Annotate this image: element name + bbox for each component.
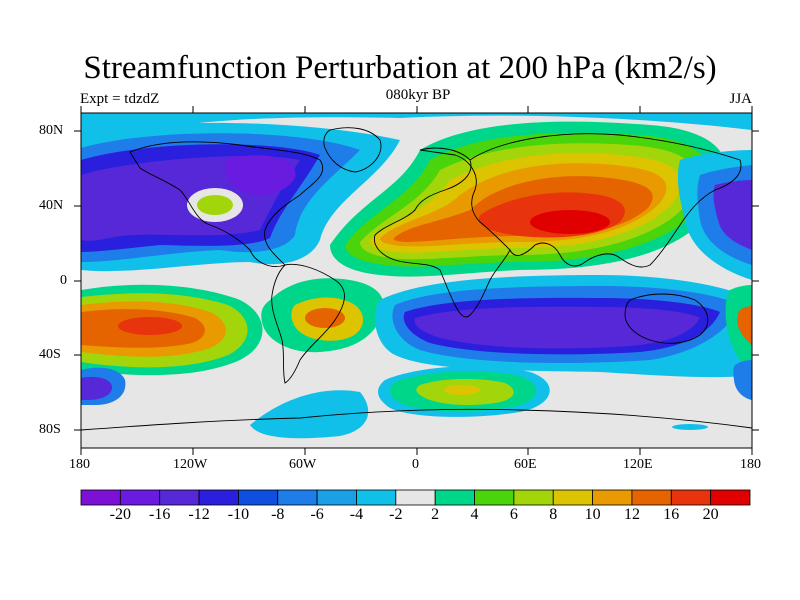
antarctic-blue-small [672, 424, 708, 430]
time-label: 080kyr BP [385, 87, 451, 103]
colorbar-label: -20 [109, 506, 131, 523]
lon-label-180w: 180 [69, 457, 90, 472]
colorbar-label: 4 [470, 506, 479, 523]
n-hemisphere-high-core [530, 210, 610, 234]
antarctic-blue [250, 390, 369, 439]
w-pacific-low-core [713, 180, 752, 250]
lon-label-120e: 120E [623, 457, 653, 472]
colorbar-box [238, 489, 279, 506]
lon-label-0: 0 [412, 457, 419, 472]
lat-label-80s: 80S [39, 422, 61, 437]
colorbar [80, 489, 751, 506]
colorbar-label: -6 [310, 506, 324, 523]
lon-label-120w: 120W [173, 457, 208, 472]
colorbar-label: 8 [549, 506, 558, 523]
colorbar-label: -4 [349, 506, 364, 523]
colorbar-box [474, 489, 515, 506]
colorbar-box [356, 489, 397, 506]
colorbar-box [670, 489, 712, 506]
e-pacific-high-edge-core [737, 306, 752, 345]
colorbar-box [395, 489, 436, 506]
colorbar-box [198, 489, 239, 506]
colorbar-label: 10 [584, 506, 601, 523]
s-pacific-high-core [118, 317, 182, 335]
axis-ticks [74, 106, 759, 455]
colorbar-box [592, 489, 633, 506]
sw-pacific-low-core [81, 376, 113, 400]
antarctica-coast [81, 408, 752, 431]
colorbar-label: 16 [663, 506, 680, 523]
colorbar-label: 6 [509, 506, 518, 523]
australia-coast [624, 293, 709, 344]
s-america-high-core [305, 308, 345, 328]
south-america-coast [271, 263, 345, 384]
n-america-low-center [224, 155, 296, 196]
se-pacific-low-edge [733, 360, 752, 400]
colorbar-box [631, 489, 672, 506]
lon-label-180e: 180 [740, 457, 761, 472]
north-america-coast [129, 141, 323, 267]
lon-label-60e: 60E [514, 457, 537, 472]
s-indian-low-core [414, 306, 700, 349]
europe-africa-coast [373, 147, 511, 318]
colorbar-label: -16 [149, 506, 171, 523]
colorbar-label: -8 [271, 506, 285, 523]
colorbar-box [434, 489, 475, 506]
colorbar-label: 2 [431, 506, 440, 523]
lon-label-60w: 60W [289, 457, 317, 472]
pacific-small-high-core [197, 195, 233, 215]
arctic-blue-band [81, 113, 752, 150]
asia-coast [469, 133, 742, 268]
coastlines [81, 127, 752, 431]
colorbar-label: 12 [623, 506, 640, 523]
experiment-label: Expt = tdzdZ [80, 91, 160, 107]
season-label: JJA [729, 91, 752, 107]
lat-label-80n: 80N [39, 123, 64, 138]
lat-label-40n: 40N [39, 198, 64, 213]
colorbar-label: -12 [188, 506, 210, 523]
colorbar-box [552, 489, 593, 506]
lat-label-0: 0 [60, 273, 67, 288]
greenland-coast [323, 127, 382, 173]
colorbar-label: -10 [227, 506, 250, 523]
colorbar-label: 20 [702, 506, 719, 523]
colorbar-box [80, 489, 121, 506]
colorbar-box [513, 489, 554, 506]
colorbar-box [316, 489, 357, 506]
s-atlantic-high-core [444, 385, 480, 395]
colorbar-label: -2 [389, 506, 403, 523]
colorbar-box [159, 489, 200, 506]
colorbar-box [277, 489, 318, 506]
colorbar-box [710, 489, 751, 506]
map-title: Streamfunction Perturbation at 200 hPa (… [83, 50, 717, 86]
colorbar-box [119, 489, 161, 506]
lat-label-40s: 40S [39, 347, 61, 362]
